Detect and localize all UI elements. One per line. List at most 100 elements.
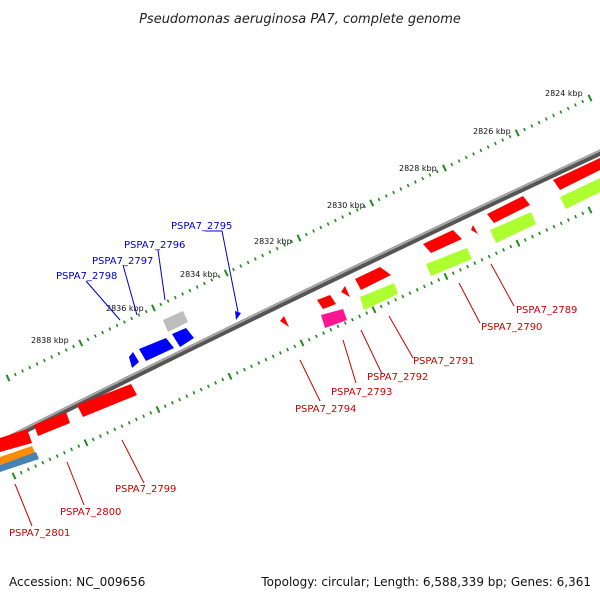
major-tick — [155, 405, 161, 414]
minor-tick — [261, 253, 265, 258]
gene-label-PSPA7_2789[interactable]: PSPA7_2789 — [516, 305, 577, 316]
gene-PSPA7_2801[interactable] — [0, 429, 32, 452]
gene-label-PSPA7_2797[interactable]: PSPA7_2797 — [92, 256, 153, 267]
gene-label-PSPA7_2793[interactable]: PSPA7_2793 — [331, 387, 392, 398]
gene-PSPA7_2790[interactable] — [487, 196, 530, 223]
minor-tick — [77, 444, 81, 448]
gene-PSPA7_2796[interactable] — [172, 328, 194, 347]
feature-lime-4[interactable] — [360, 283, 398, 310]
minor-tick — [48, 457, 52, 462]
minor-tick — [98, 434, 102, 438]
minor-tick — [113, 427, 117, 432]
minor-tick — [486, 145, 490, 149]
minor-tick — [106, 430, 110, 435]
callout-line — [66, 461, 85, 506]
major-tick — [299, 339, 305, 347]
minor-tick — [508, 134, 512, 139]
minor-tick — [127, 420, 131, 425]
minor-tick — [91, 437, 95, 442]
feature-steelblue[interactable] — [0, 452, 39, 472]
minor-tick — [415, 287, 419, 292]
minor-tick — [422, 284, 426, 289]
minor-tick — [72, 344, 75, 349]
gene-label-PSPA7_2801[interactable]: PSPA7_2801 — [9, 528, 70, 539]
minor-tick — [50, 355, 54, 359]
reverse-callouts — [14, 263, 515, 527]
minor-tick — [341, 215, 345, 219]
minor-tick — [195, 285, 199, 289]
minor-tick — [206, 384, 210, 389]
minor-tick — [566, 106, 570, 111]
gene-PSPA7_2798[interactable] — [129, 352, 139, 368]
scale-label: 2828 kbp — [399, 164, 437, 173]
minor-tick — [21, 369, 24, 373]
minor-tick — [435, 169, 439, 174]
gene-label-PSPA7_2796[interactable]: PSPA7_2796 — [124, 240, 185, 251]
gene-PSPA7_2791[interactable] — [423, 230, 462, 253]
major-tick — [515, 239, 521, 247]
minor-tick — [217, 274, 221, 279]
minor-tick — [552, 113, 556, 118]
minor-tick — [314, 334, 318, 339]
minor-tick — [384, 194, 388, 198]
feature-magenta[interactable] — [321, 309, 347, 328]
gene-label-PSPA7_2790[interactable]: PSPA7_2790 — [481, 322, 542, 333]
feature-lime-1[interactable] — [560, 178, 600, 209]
minor-tick — [290, 239, 294, 244]
forward-features — [129, 311, 241, 368]
gene-label-PSPA7_2792[interactable]: PSPA7_2792 — [367, 372, 428, 383]
gene-PSPA7_2799[interactable] — [77, 384, 137, 417]
minor-tick — [386, 301, 390, 305]
callout-line — [122, 264, 138, 316]
minor-tick — [358, 314, 362, 319]
gene-PSPA7_2794[interactable] — [317, 295, 336, 309]
minor-tick — [466, 264, 470, 269]
accession-text: Accession: NC_009656 — [9, 575, 145, 589]
minor-tick — [271, 354, 275, 359]
gene-label-PSPA7_2799[interactable]: PSPA7_2799 — [115, 484, 176, 495]
minor-tick — [479, 148, 483, 153]
minor-tick — [530, 234, 534, 239]
minor-tick — [246, 260, 250, 265]
major-tick — [5, 374, 11, 382]
minor-tick — [537, 120, 541, 125]
reverse-labels: PSPA7_2789 PSPA7_2790 PSPA7_2791 PSPA7_2… — [9, 305, 577, 539]
minor-tick — [502, 248, 506, 252]
minor-tick — [581, 211, 585, 216]
gene-PSPA7_2789[interactable] — [471, 225, 478, 234]
feature-lime-3[interactable] — [426, 248, 472, 276]
gene-label-PSPA7_2795[interactable]: PSPA7_2795 — [171, 221, 232, 232]
gene-label-PSPA7_2798[interactable]: PSPA7_2798 — [56, 271, 117, 282]
gene-PSPA7_2793[interactable] — [341, 286, 350, 297]
feature-gray[interactable] — [163, 311, 188, 332]
minor-tick — [257, 361, 261, 365]
gene-PSPA7_2797[interactable] — [139, 338, 174, 361]
gene-right-edge[interactable] — [553, 158, 600, 190]
minor-tick — [566, 218, 570, 222]
feature-red-small[interactable] — [280, 316, 289, 327]
minor-tick — [523, 238, 527, 242]
gene-label-PSPA7_2800[interactable]: PSPA7_2800 — [60, 507, 121, 518]
minor-tick — [319, 225, 323, 230]
gene-label-PSPA7_2794[interactable]: PSPA7_2794 — [295, 404, 356, 415]
feature-lime-2[interactable] — [490, 212, 536, 243]
minor-tick — [137, 313, 141, 317]
callout-line — [205, 230, 239, 313]
major-tick — [443, 272, 449, 281]
minor-tick — [523, 127, 526, 132]
gene-PSPA7_2795[interactable] — [235, 311, 241, 320]
gene-PSPA7_2800[interactable] — [34, 412, 70, 436]
scale-ticks-inner — [11, 206, 593, 480]
major-tick — [514, 129, 520, 137]
minor-tick — [430, 281, 434, 285]
minor-tick — [464, 155, 468, 160]
gene-PSPA7_2792[interactable] — [355, 267, 391, 290]
gene-label-PSPA7_2791[interactable]: PSPA7_2791 — [413, 356, 474, 367]
feature-orange[interactable] — [0, 446, 35, 465]
scale-label: 2826 kbp — [473, 127, 511, 136]
minor-tick — [304, 232, 308, 237]
scale-label: 2830 kbp — [327, 201, 365, 210]
minor-tick — [509, 244, 513, 249]
callout-line — [458, 282, 481, 324]
